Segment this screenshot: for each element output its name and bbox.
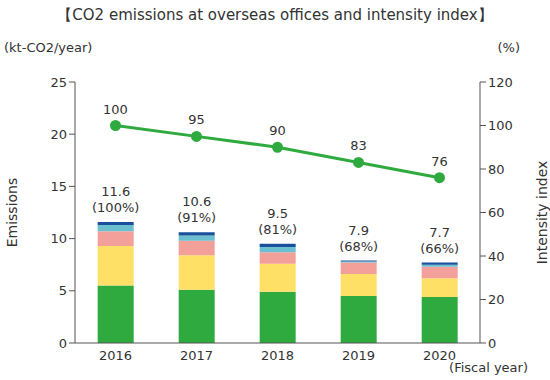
svg-text:(66%): (66%) xyxy=(420,241,459,256)
svg-text:100: 100 xyxy=(488,118,513,133)
svg-text:(81%): (81%) xyxy=(258,222,297,237)
svg-text:83: 83 xyxy=(350,138,367,153)
svg-text:(91%): (91%) xyxy=(177,210,216,225)
svg-text:Emissions: Emissions xyxy=(8,178,20,248)
svg-text:2020: 2020 xyxy=(423,348,456,363)
svg-text:(100%): (100%) xyxy=(92,200,139,215)
svg-text:2019: 2019 xyxy=(342,348,375,363)
svg-text:2016: 2016 xyxy=(99,348,132,363)
svg-text:120: 120 xyxy=(488,75,513,90)
svg-text:80: 80 xyxy=(488,162,505,177)
svg-text:15: 15 xyxy=(50,179,67,194)
svg-text:2018: 2018 xyxy=(261,348,294,363)
svg-text:20: 20 xyxy=(488,292,505,307)
svg-text:90: 90 xyxy=(269,123,286,138)
svg-text:11.6: 11.6 xyxy=(101,184,130,199)
svg-text:60: 60 xyxy=(488,205,505,220)
svg-text:7.7: 7.7 xyxy=(429,225,450,240)
svg-text:Intensity index: Intensity index xyxy=(534,161,542,265)
svg-text:76: 76 xyxy=(431,154,448,169)
svg-text:7.9: 7.9 xyxy=(348,223,369,238)
svg-text:0: 0 xyxy=(488,336,496,351)
html-text:(Fiscal year): (Fiscal year) xyxy=(449,360,528,375)
svg-text:25: 25 xyxy=(50,75,67,90)
svg-text:100: 100 xyxy=(103,102,128,117)
svg-text:20: 20 xyxy=(50,127,67,142)
svg-text:2017: 2017 xyxy=(180,348,213,363)
svg-text:10: 10 xyxy=(50,231,67,246)
html-text:(kt-CO2/year): (kt-CO2/year) xyxy=(4,40,93,55)
svg-text:(68%): (68%) xyxy=(339,239,378,254)
html-text:【CO2 emissions at overseas off: 【CO2 emissions at overseas offices and i… xyxy=(57,6,493,24)
svg-text:10.6: 10.6 xyxy=(182,194,211,209)
svg-text:0: 0 xyxy=(59,336,67,351)
svg-text:40: 40 xyxy=(488,249,505,264)
svg-text:95: 95 xyxy=(188,112,205,127)
svg-text:9.5: 9.5 xyxy=(267,206,288,221)
svg-text:5: 5 xyxy=(59,283,67,298)
